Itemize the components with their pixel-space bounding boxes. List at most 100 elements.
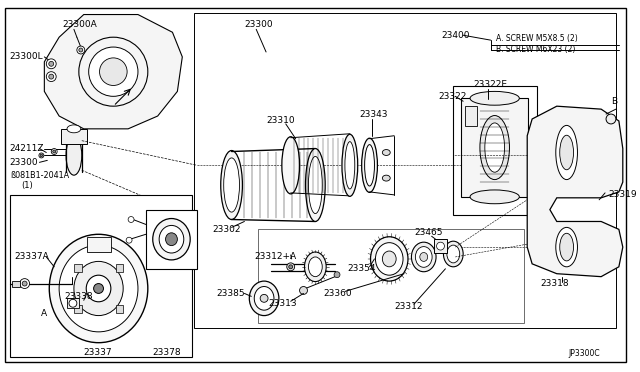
Ellipse shape — [282, 137, 300, 194]
Bar — [146, 210, 197, 269]
Ellipse shape — [86, 275, 111, 302]
Text: 23313: 23313 — [268, 299, 297, 308]
Ellipse shape — [66, 136, 82, 175]
Circle shape — [79, 48, 83, 52]
Text: 23300: 23300 — [10, 158, 38, 167]
Text: 24211Z: 24211Z — [10, 144, 44, 153]
Ellipse shape — [308, 157, 323, 214]
Bar — [453, 86, 537, 215]
Ellipse shape — [415, 247, 432, 267]
Ellipse shape — [556, 227, 577, 267]
Ellipse shape — [308, 257, 323, 277]
Bar — [258, 230, 524, 323]
Ellipse shape — [470, 190, 519, 204]
Ellipse shape — [59, 245, 138, 332]
Text: 23354: 23354 — [347, 264, 376, 273]
Bar — [461, 98, 528, 197]
Ellipse shape — [51, 148, 57, 154]
Bar — [194, 13, 616, 328]
Ellipse shape — [93, 283, 104, 294]
Text: 23385: 23385 — [217, 289, 245, 298]
Ellipse shape — [250, 281, 279, 315]
Bar — [433, 239, 447, 253]
Ellipse shape — [365, 145, 374, 186]
Polygon shape — [44, 15, 182, 129]
Text: B: B — [611, 97, 617, 106]
Ellipse shape — [305, 148, 325, 221]
Text: 23322E: 23322E — [473, 80, 507, 89]
Bar — [86, 237, 111, 252]
Bar — [465, 106, 477, 126]
Text: A: A — [42, 309, 47, 318]
Text: 23300A: 23300A — [62, 20, 97, 29]
Text: 23312: 23312 — [394, 302, 422, 311]
Ellipse shape — [79, 37, 148, 106]
Ellipse shape — [39, 153, 44, 158]
Text: 23302: 23302 — [212, 225, 241, 234]
Ellipse shape — [254, 286, 274, 310]
Text: 23318: 23318 — [540, 279, 569, 288]
Circle shape — [436, 242, 444, 250]
Circle shape — [49, 61, 54, 66]
Text: 23300L: 23300L — [10, 52, 44, 61]
Ellipse shape — [560, 135, 573, 170]
Ellipse shape — [67, 125, 81, 133]
Ellipse shape — [100, 58, 127, 86]
Text: 23312+A: 23312+A — [254, 253, 296, 262]
Ellipse shape — [382, 251, 396, 267]
Ellipse shape — [447, 245, 460, 263]
Ellipse shape — [89, 47, 138, 96]
Ellipse shape — [74, 262, 123, 315]
Ellipse shape — [342, 134, 358, 196]
Circle shape — [77, 46, 84, 54]
Ellipse shape — [289, 265, 292, 269]
Ellipse shape — [159, 225, 184, 253]
Ellipse shape — [412, 242, 436, 272]
Text: B. SCREW M6X23 (2): B. SCREW M6X23 (2) — [495, 45, 575, 54]
Ellipse shape — [287, 263, 294, 271]
Ellipse shape — [224, 158, 239, 212]
Circle shape — [20, 279, 29, 289]
Bar — [74, 305, 81, 313]
Ellipse shape — [560, 233, 573, 261]
Text: 23300: 23300 — [244, 20, 273, 29]
Ellipse shape — [470, 92, 519, 105]
Ellipse shape — [305, 252, 326, 282]
Ellipse shape — [166, 233, 177, 246]
Text: 23360: 23360 — [323, 289, 352, 298]
Text: 23322: 23322 — [438, 92, 467, 101]
Ellipse shape — [371, 237, 408, 281]
Ellipse shape — [362, 138, 378, 192]
Circle shape — [69, 299, 77, 307]
Bar — [61, 129, 86, 144]
Text: 23343: 23343 — [360, 110, 388, 119]
Ellipse shape — [480, 116, 509, 180]
Text: (1): (1) — [22, 180, 33, 189]
Circle shape — [128, 217, 134, 222]
Circle shape — [126, 237, 132, 243]
Text: A. SCREW M5X8.5 (2): A. SCREW M5X8.5 (2) — [495, 34, 577, 43]
Ellipse shape — [49, 234, 148, 343]
Ellipse shape — [382, 150, 390, 155]
Text: 23310: 23310 — [266, 116, 294, 125]
Text: 23378: 23378 — [153, 348, 181, 357]
Ellipse shape — [420, 253, 428, 262]
Bar — [115, 264, 124, 272]
Bar — [74, 264, 81, 272]
Ellipse shape — [485, 123, 504, 172]
Bar — [115, 305, 124, 313]
Ellipse shape — [52, 150, 56, 153]
Circle shape — [606, 114, 616, 124]
Circle shape — [46, 59, 56, 69]
Ellipse shape — [153, 218, 190, 260]
Bar — [12, 280, 20, 286]
Ellipse shape — [382, 175, 390, 181]
Ellipse shape — [376, 243, 403, 275]
Text: 23338: 23338 — [64, 292, 93, 301]
Ellipse shape — [40, 154, 43, 157]
Text: 23337: 23337 — [84, 348, 113, 357]
Bar — [10, 195, 192, 357]
Ellipse shape — [345, 142, 355, 189]
Text: 23465: 23465 — [414, 228, 442, 237]
Text: 23319: 23319 — [608, 190, 637, 199]
